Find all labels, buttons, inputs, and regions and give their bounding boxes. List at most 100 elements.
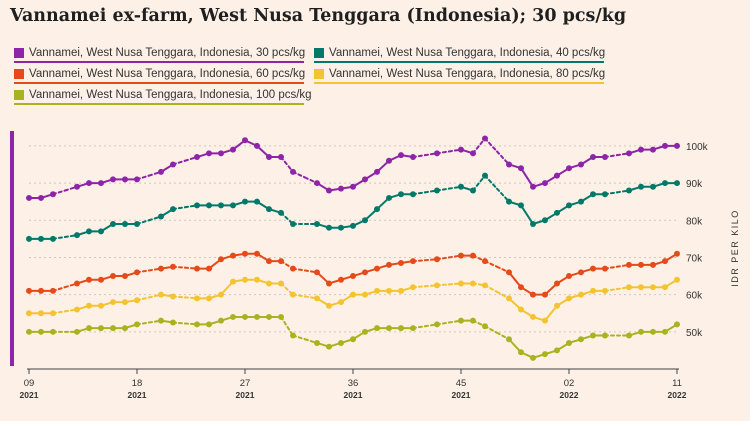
series-0-point <box>458 146 464 153</box>
series-3-point <box>230 278 236 285</box>
series-2-point <box>626 261 632 268</box>
series-0-point <box>674 142 680 149</box>
series-0-point <box>638 146 644 153</box>
x-tick-year: 2021 <box>236 390 255 400</box>
series-1-segment <box>148 215 162 222</box>
series-3-point <box>278 280 284 287</box>
legend-swatch-30 <box>14 47 24 58</box>
series-3-point <box>122 299 128 306</box>
series-2-point <box>566 273 572 280</box>
series-3-point <box>662 284 668 291</box>
series-4-point <box>350 336 356 343</box>
series-0-point <box>230 146 236 153</box>
series-1-segment <box>424 189 438 194</box>
series-3-point <box>590 287 596 294</box>
x-tick-year: 2022 <box>560 390 579 400</box>
series-2-point <box>350 273 356 280</box>
series-0-point <box>362 176 368 183</box>
series-3-point <box>482 282 488 289</box>
series-2-point <box>554 280 560 287</box>
series-4-point <box>50 328 56 335</box>
legend-item-80[interactable]: Vannamei, West Nusa Tenggara, Indonesia,… <box>314 65 605 84</box>
series-2-point <box>650 261 656 268</box>
series-0-point <box>86 180 92 187</box>
legend-swatch-100 <box>14 89 24 100</box>
series-0-point <box>602 154 608 161</box>
x-tick-week: 27 <box>240 378 251 389</box>
series-3-point <box>578 291 584 298</box>
series-0-point <box>218 150 224 157</box>
x-tick-week: 09 <box>24 378 35 389</box>
series-2-point <box>578 269 584 276</box>
series-0-point <box>266 154 272 161</box>
series-0-segment <box>280 156 294 173</box>
series-2-point <box>74 280 80 287</box>
series-4-point <box>326 343 332 350</box>
series-4-segment <box>280 315 294 337</box>
y-tick-label: 60k <box>686 291 703 302</box>
series-2-point <box>410 258 416 265</box>
series-1-point <box>602 191 608 198</box>
series-2-point <box>218 256 224 263</box>
series-4-point <box>242 313 248 320</box>
series-4-segment <box>184 322 198 326</box>
series-2-point <box>374 265 380 272</box>
series-1-point <box>158 213 164 220</box>
series-4-point <box>602 332 608 339</box>
series-0-point <box>38 194 44 201</box>
series-0-point <box>386 157 392 164</box>
series-4-point <box>158 317 164 324</box>
series-4-segment <box>304 338 318 344</box>
series-2-point <box>362 269 368 276</box>
series-1-segment <box>472 174 486 192</box>
legend-label-60: Vannamei, West Nusa Tenggara, Indonesia,… <box>29 67 306 80</box>
series-1-point <box>194 202 200 209</box>
series-2-point <box>170 263 176 270</box>
series-0-point <box>542 180 548 187</box>
series-3-point <box>242 276 248 283</box>
series-4-point <box>566 339 572 346</box>
legend-item-30[interactable]: Vannamei, West Nusa Tenggara, Indonesia,… <box>14 44 305 63</box>
series-4-point <box>650 328 656 335</box>
series-4-point <box>266 313 272 320</box>
series-0-segment <box>448 148 462 153</box>
series-1-point <box>38 235 44 242</box>
series-1-segment <box>448 185 462 190</box>
series-3-point <box>674 276 680 283</box>
series-1-point <box>410 191 416 198</box>
series-3-point <box>134 297 140 304</box>
series-4-point <box>482 323 488 330</box>
legend-item-40[interactable]: Vannamei, West Nusa Tenggara, Indonesia,… <box>314 44 606 63</box>
x-tick-year: 2021 <box>344 390 363 400</box>
series-1-point <box>50 235 56 242</box>
series-1-point <box>290 220 296 227</box>
series-0-point <box>110 176 116 183</box>
series-2-point <box>674 250 680 257</box>
series-2-point <box>50 287 56 294</box>
series-2-segment <box>184 266 198 270</box>
legend-item-100[interactable]: Vannamei, West Nusa Tenggara, Indonesia,… <box>14 86 312 105</box>
series-2-point <box>506 269 512 276</box>
series-0-point <box>206 150 212 157</box>
series-3-point <box>74 306 80 313</box>
series-2-point <box>386 261 392 268</box>
series-4-point <box>590 332 596 339</box>
legend-label-40: Vannamei, West Nusa Tenggara, Indonesia,… <box>329 46 606 59</box>
series-3-point <box>206 295 212 302</box>
series-2-point <box>38 287 44 294</box>
series-1-segment <box>184 204 198 209</box>
series-0-point <box>26 194 32 201</box>
series-4-point <box>518 349 524 356</box>
series-1-point <box>566 202 572 209</box>
series-1-point <box>458 183 464 190</box>
series-2-point <box>26 287 32 294</box>
series-4-point <box>134 321 140 328</box>
series-4-point <box>98 325 104 332</box>
legend-swatch-80 <box>314 68 324 79</box>
x-tick-year: 2021 <box>128 390 147 400</box>
series-4-point <box>674 321 680 328</box>
series-3-point <box>26 310 32 317</box>
series-0-point <box>566 165 572 172</box>
series-2-segment <box>424 258 438 262</box>
legend-item-60[interactable]: Vannamei, West Nusa Tenggara, Indonesia,… <box>14 65 306 84</box>
